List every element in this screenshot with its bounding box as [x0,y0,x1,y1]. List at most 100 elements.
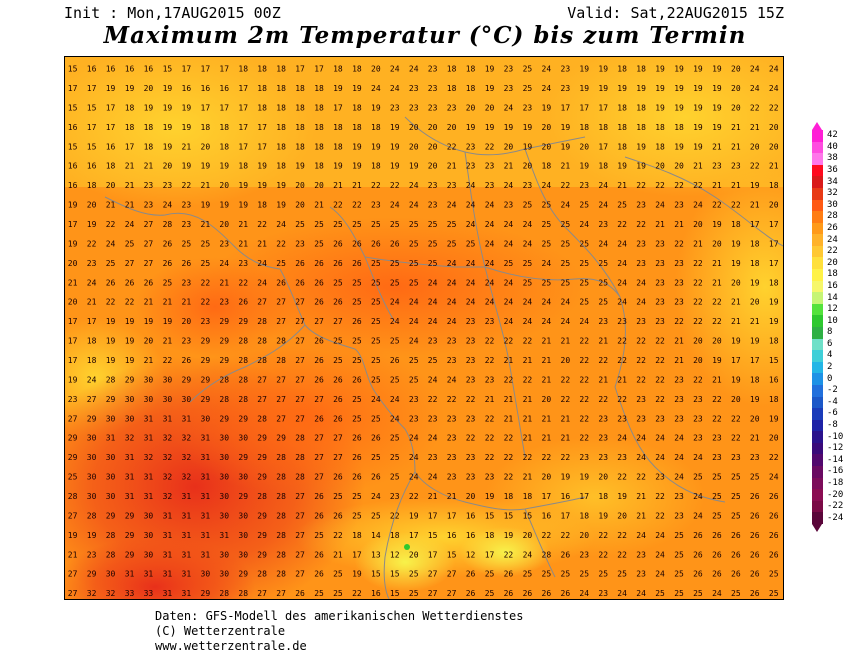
temperature-value: 16 [561,492,571,501]
temperature-value: 25 [333,570,343,579]
temperature-value: 16 [106,142,116,151]
temperature-value: 25 [731,492,741,501]
temperature-value: 16 [144,65,154,74]
temperature-value: 18 [731,220,741,229]
temperature-value: 19 [636,162,646,171]
temperature-value: 26 [314,511,324,520]
scale-swatch [812,280,823,293]
temperature-value: 29 [238,570,248,579]
temperature-value: 19 [219,201,229,210]
footer-website-link[interactable]: www.wetterzentrale.de [155,639,307,653]
temperature-value: 19 [257,162,267,171]
temperature-value: 24 [617,259,627,268]
temperature-value: 21 [523,395,533,404]
temperature-value: 30 [238,550,248,559]
temperature-value: 17 [561,103,571,112]
temperature-value: 21 [257,239,267,248]
temperature-value: 21 [750,317,760,326]
temperature-value: 23 [409,84,419,93]
temperature-value: 21 [163,298,173,307]
temperature-value: 24 [504,239,514,248]
temperature-value: 24 [561,317,571,326]
temperature-value: 25 [371,298,381,307]
temperature-value: 19 [731,337,741,346]
temperature-value: 31 [144,414,154,423]
temperature-value: 18 [257,84,267,93]
temperature-value: 19 [674,84,684,93]
temperature-value: 20 [182,317,192,326]
temperature-value: 25 [314,531,324,540]
temperature-value: 19 [352,84,362,93]
temperature-value: 26 [314,337,324,346]
temperature-value: 27 [276,589,286,598]
temperature-value: 26 [712,550,722,559]
temperature-value: 24 [598,239,608,248]
temperature-value: 25 [371,414,381,423]
temperature-value: 30 [219,473,229,482]
temperature-value: 24 [579,317,589,326]
temperature-value: 20 [731,103,741,112]
scale-label: 10 [827,315,838,326]
temperature-value: 21 [712,375,722,384]
temperature-value: 22 [504,550,514,559]
temperature-value: 24 [617,278,627,287]
temperature-value: 17 [87,123,97,132]
temperature-value: 30 [238,531,248,540]
temperature-value: 17 [409,531,419,540]
temperature-value: 19 [693,142,703,151]
temperature-value: 23 [617,453,627,462]
temperature-value: 25 [561,239,571,248]
temperature-value: 24 [390,395,400,404]
temperature-value: 19 [712,356,722,365]
temperature-value: 19 [106,337,116,346]
temperature-value: 18 [295,84,305,93]
temperature-value: 23 [201,317,211,326]
temperature-value: 26 [390,356,400,365]
temperature-value: 19 [106,317,116,326]
temperature-value: 25 [371,278,381,287]
temperature-value: 30 [87,492,97,501]
temperature-value: 23 [182,278,192,287]
temperature-value: 19 [125,84,135,93]
temperature-value: 19 [579,84,589,93]
temperature-value: 20 [523,162,533,171]
temperature-value: 23 [561,65,571,74]
temperature-value: 25 [201,259,211,268]
temperature-value: 23 [447,103,457,112]
temperature-value: 24 [674,473,684,482]
scale-swatch [812,315,823,328]
temperature-value: 24 [523,220,533,229]
temperature-value: 26 [314,550,324,559]
temperature-value: 24 [617,239,627,248]
temperature-value: 17 [750,356,760,365]
temperature-value: 21 [636,511,646,520]
temperature-value: 27 [295,298,305,307]
map-title: Maximum 2m Temperatur (°C) bis zum Termi… [103,22,747,49]
temperature-value: 22 [504,375,514,384]
temperature-value: 17 [125,142,135,151]
temperature-value: 20 [542,123,552,132]
temperature-value: 26 [750,492,760,501]
scale-swatch [812,327,823,340]
scale-swatch [812,130,823,143]
temperature-value: 33 [125,589,135,598]
temperature-value: 22 [712,298,722,307]
temperature-value: 17 [238,84,248,93]
temperature-value: 24 [371,492,381,501]
temperature-value: 19 [712,84,722,93]
scale-swatch [812,466,823,479]
min-temperature-marker [404,544,410,550]
temperature-value: 31 [201,531,211,540]
temperature-value: 29 [257,434,267,443]
temperature-value: 26 [314,278,324,287]
temperature-value: 23 [674,492,684,501]
temperature-value: 26 [769,511,779,520]
temperature-value: 30 [238,434,248,443]
temperature-value: 19 [68,531,78,540]
temperature-value: 26 [466,570,476,579]
temperature-value: 25 [409,220,419,229]
scale-label: 8 [827,327,833,338]
scale-label: 20 [827,257,838,268]
temperature-value: 20 [295,201,305,210]
temperature-value: 22 [485,434,495,443]
